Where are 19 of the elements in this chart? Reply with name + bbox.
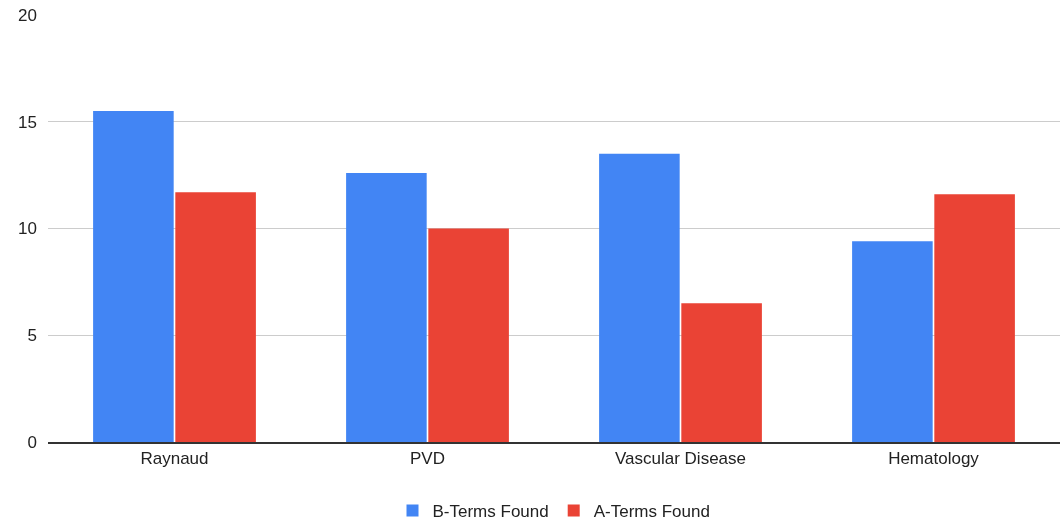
x-tick-label: PVD — [410, 449, 445, 469]
legend-label: B-Terms Found — [432, 502, 549, 522]
x-tick-label: Vascular Disease — [614, 449, 747, 469]
bar — [681, 303, 762, 442]
bar — [175, 192, 256, 442]
bar — [934, 194, 1015, 442]
legend-label: A-Terms Found — [593, 502, 710, 522]
bar — [599, 153, 680, 442]
y-tick-label: 10 — [18, 219, 37, 239]
bar — [852, 241, 933, 442]
bar — [93, 111, 174, 442]
y-tick-label: 15 — [18, 112, 37, 132]
y-tick-label: 5 — [27, 326, 37, 346]
y-tick-label: 20 — [18, 5, 37, 25]
x-tick-label: Hematology — [888, 449, 980, 469]
bar — [346, 172, 427, 442]
x-tick-label: Raynaud — [140, 449, 209, 469]
y-tick-label: 0 — [27, 432, 37, 452]
bar — [428, 228, 509, 442]
